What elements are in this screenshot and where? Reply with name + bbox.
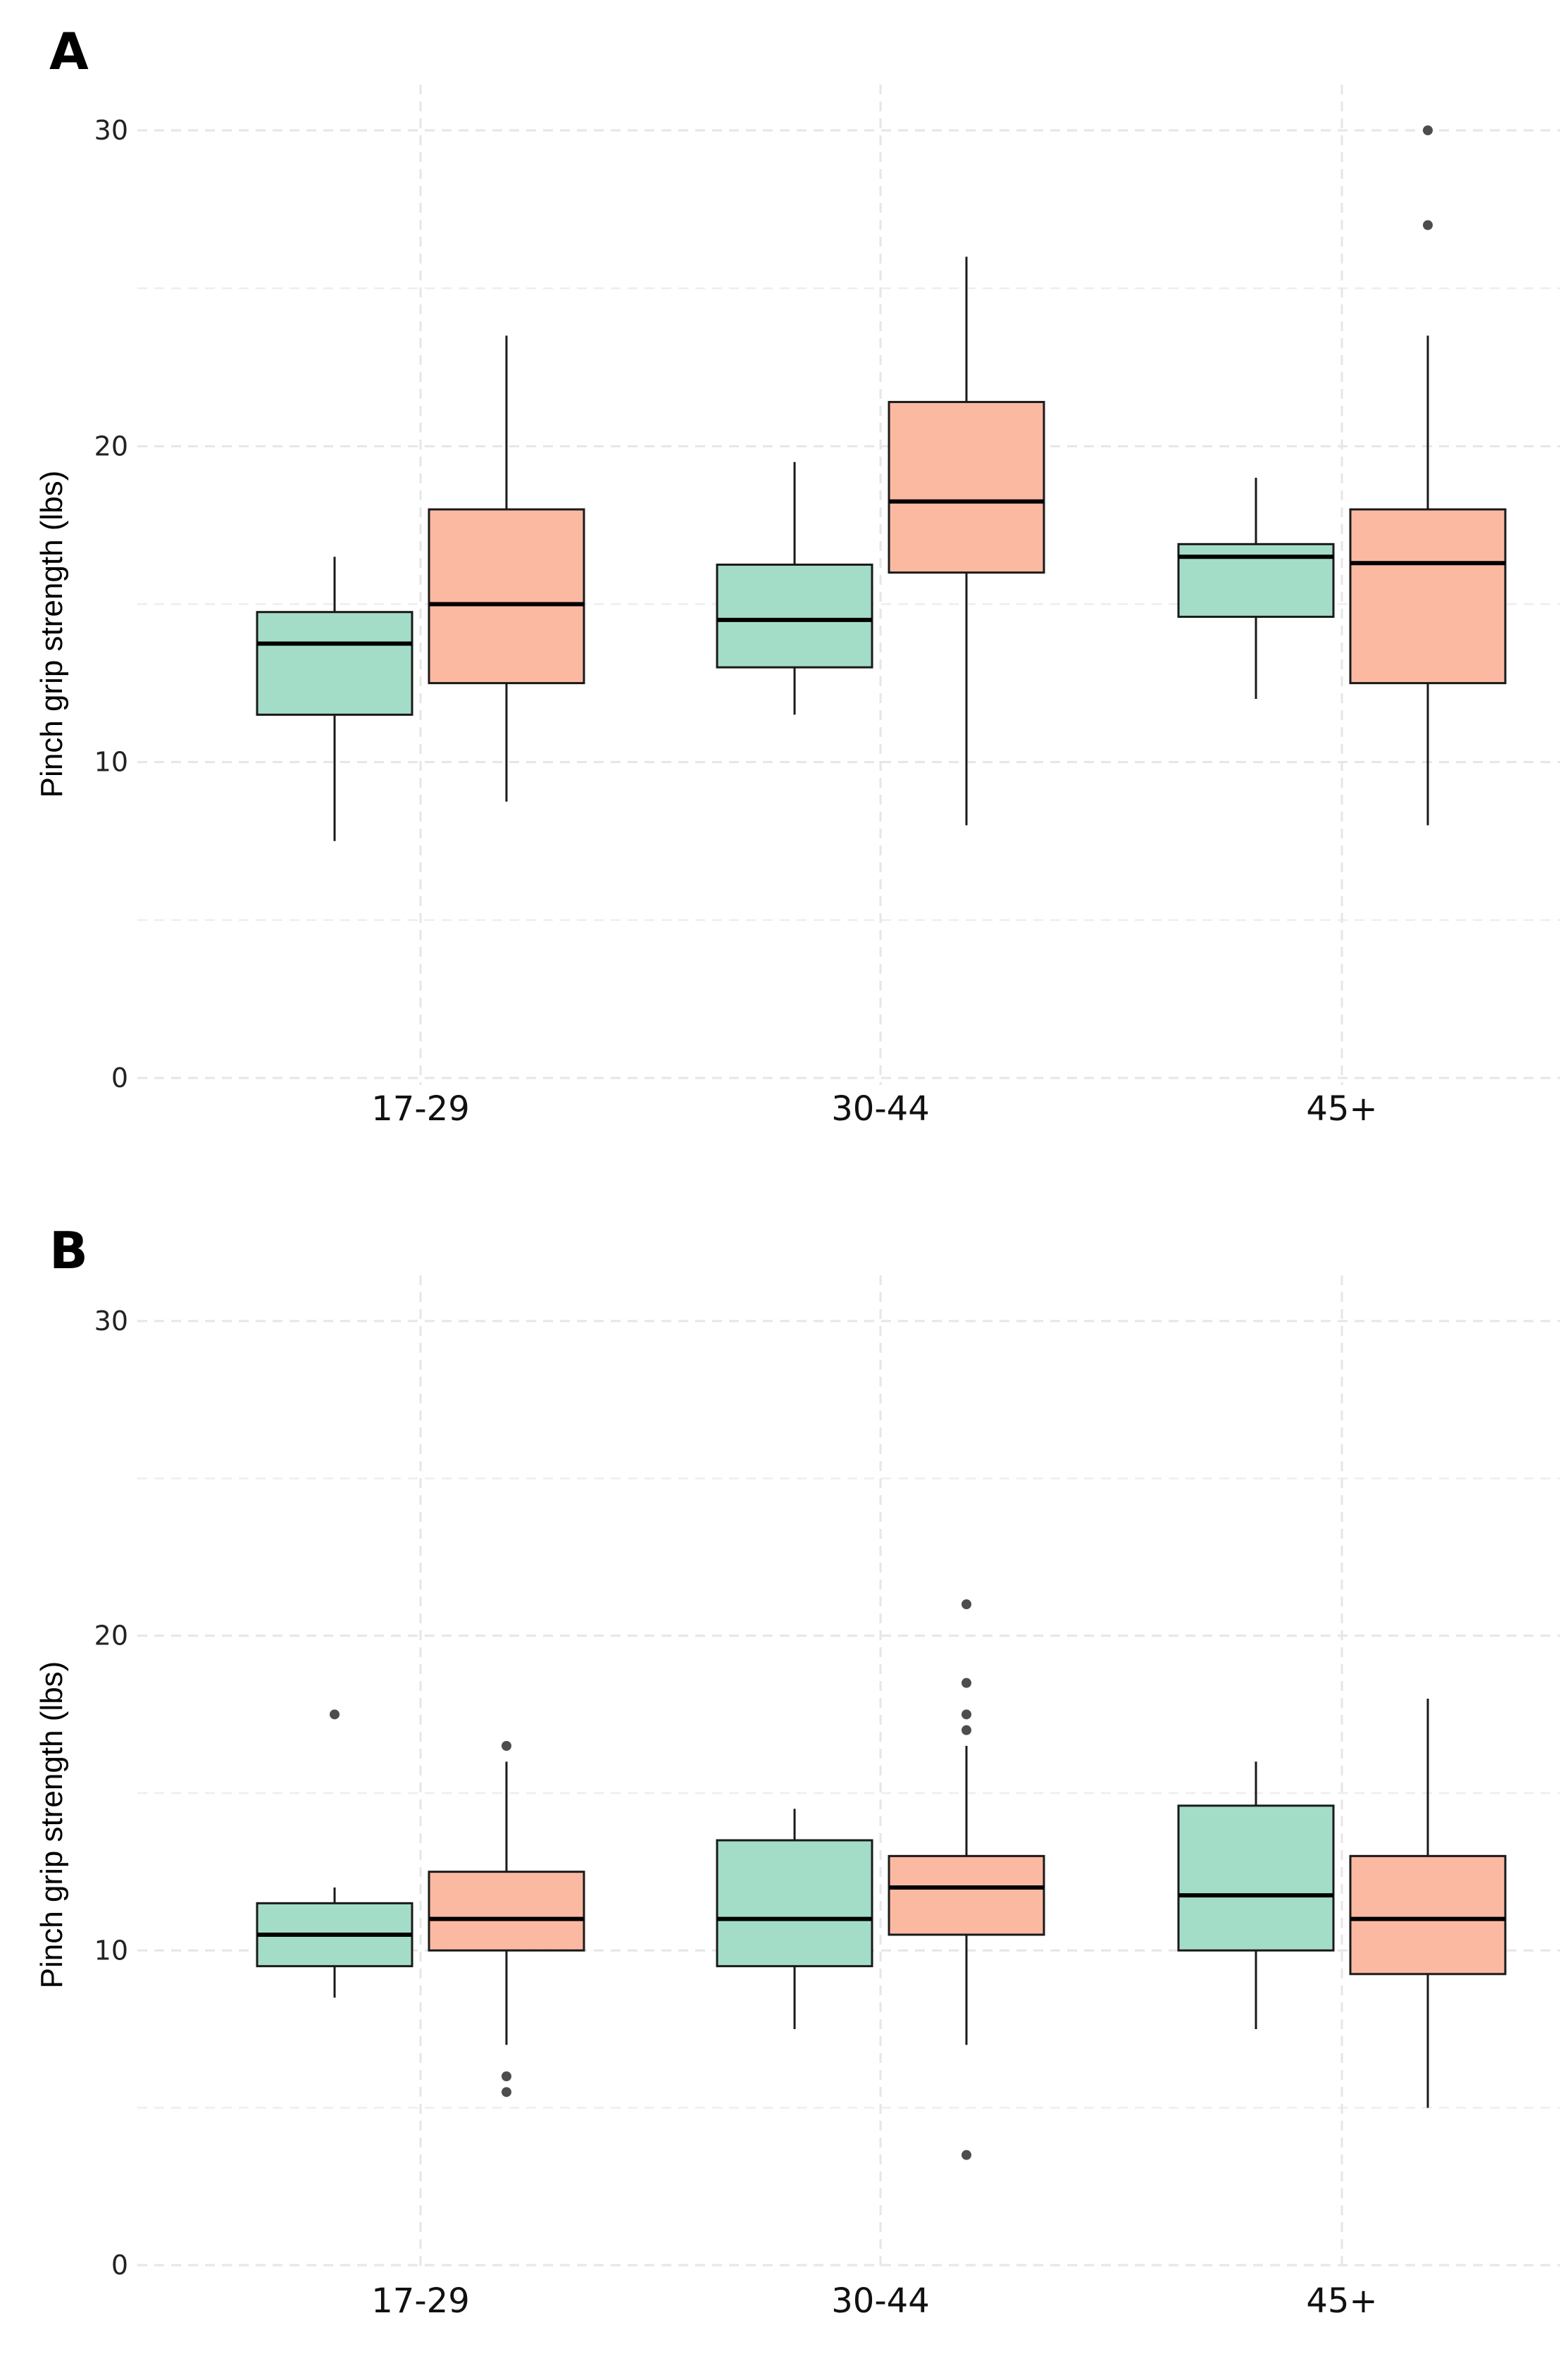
panel-a-series-1-30-44-box [716, 563, 873, 669]
panel-a-y-tick-10: 10 [94, 747, 128, 778]
panel-a-y-axis-label: Pinch grip strength (lbs) [35, 471, 69, 798]
panel-a-y-tick-20: 20 [94, 430, 128, 461]
panel-a-boxes [256, 125, 1507, 841]
panel-a-x-tick-30-44: 30-44 [831, 1089, 929, 1129]
panel-b-boxes [256, 1599, 1507, 2160]
panel-b-series-1-30-44-box [716, 1839, 873, 1968]
panel-a-x-tick-45+: 45+ [1306, 1089, 1377, 1129]
panel-a-x-tick-17-29: 17-29 [371, 1089, 469, 1129]
panel-a-y-ticks: 0 10 20 30 [94, 115, 128, 1093]
panel-b-series-2-17-29-outlier-2 [502, 2071, 511, 2081]
panel-b-series-2-30-44-outlier-3 [962, 1709, 971, 1720]
panel-a-series-2-45+-box [1349, 508, 1507, 685]
panel-a-series-2-17-29-box [428, 508, 585, 685]
panel-a-grid [137, 85, 1560, 1085]
panel-b-x-tick-30-44: 30-44 [831, 2281, 929, 2321]
panel-b-y-tick-10: 10 [94, 1935, 128, 1966]
panel-b-series-2-17-29-outlier-3 [502, 1741, 511, 1751]
panel-b-y-tick-0: 0 [111, 2250, 128, 2281]
panel-b-y-tick-30: 30 [94, 1306, 128, 1337]
panel-a-series-2-45+-outlier-2 [1423, 125, 1433, 135]
panel-b-series-1-45+-box [1177, 1804, 1335, 1952]
panel-a-x-ticks: 17-29 30-44 45+ [371, 1089, 1377, 1129]
panel-a-series-1-17-29-box [256, 611, 413, 716]
panel-b-x-ticks: 17-29 30-44 45+ [371, 2281, 1377, 2321]
panel-b-y-axis-label: Pinch grip strength (lbs) [35, 1661, 69, 1989]
panel-b: B 0 10 20 30 17-29 30-44 45+ Pinch grip stren… [35, 1221, 1560, 2321]
panel-a-y-tick-30: 30 [94, 115, 128, 146]
panel-b-series-2-30-44-outlier-1 [962, 2150, 971, 2160]
panel-b-x-tick-45+: 45+ [1306, 2281, 1377, 2321]
panel-b-series-2-17-29-outlier-1 [502, 2087, 511, 2097]
panel-b-y-tick-20: 20 [94, 1620, 128, 1651]
panel-b-y-ticks: 0 10 20 30 [94, 1306, 128, 2281]
panel-b-series-2-30-44-outlier-5 [962, 1599, 971, 1609]
panel-a-series-2-30-44-box [888, 401, 1045, 574]
panel-a-letter: A [49, 22, 89, 81]
panel-b-series-2-45+-box [1349, 1854, 1507, 1976]
panel-b-letter: B [49, 1221, 88, 1280]
panel-b-series-2-17-29-box [428, 1871, 585, 1952]
panel-a-y-tick-0: 0 [111, 1062, 128, 1093]
panel-b-series-1-17-29-outlier-1 [330, 1709, 340, 1720]
panel-b-series-2-30-44-box [888, 1854, 1045, 1936]
panel-b-series-2-30-44-outlier-4 [962, 1678, 971, 1688]
panel-b-x-tick-17-29: 17-29 [371, 2281, 469, 2321]
panel-a: A 0 10 20 30 17-29 30-44 45+ Pinch grip stren… [35, 22, 1560, 1129]
panel-a-series-2-45+-outlier-1 [1423, 220, 1433, 230]
panel-b-series-2-30-44-outlier-2 [962, 1725, 971, 1735]
